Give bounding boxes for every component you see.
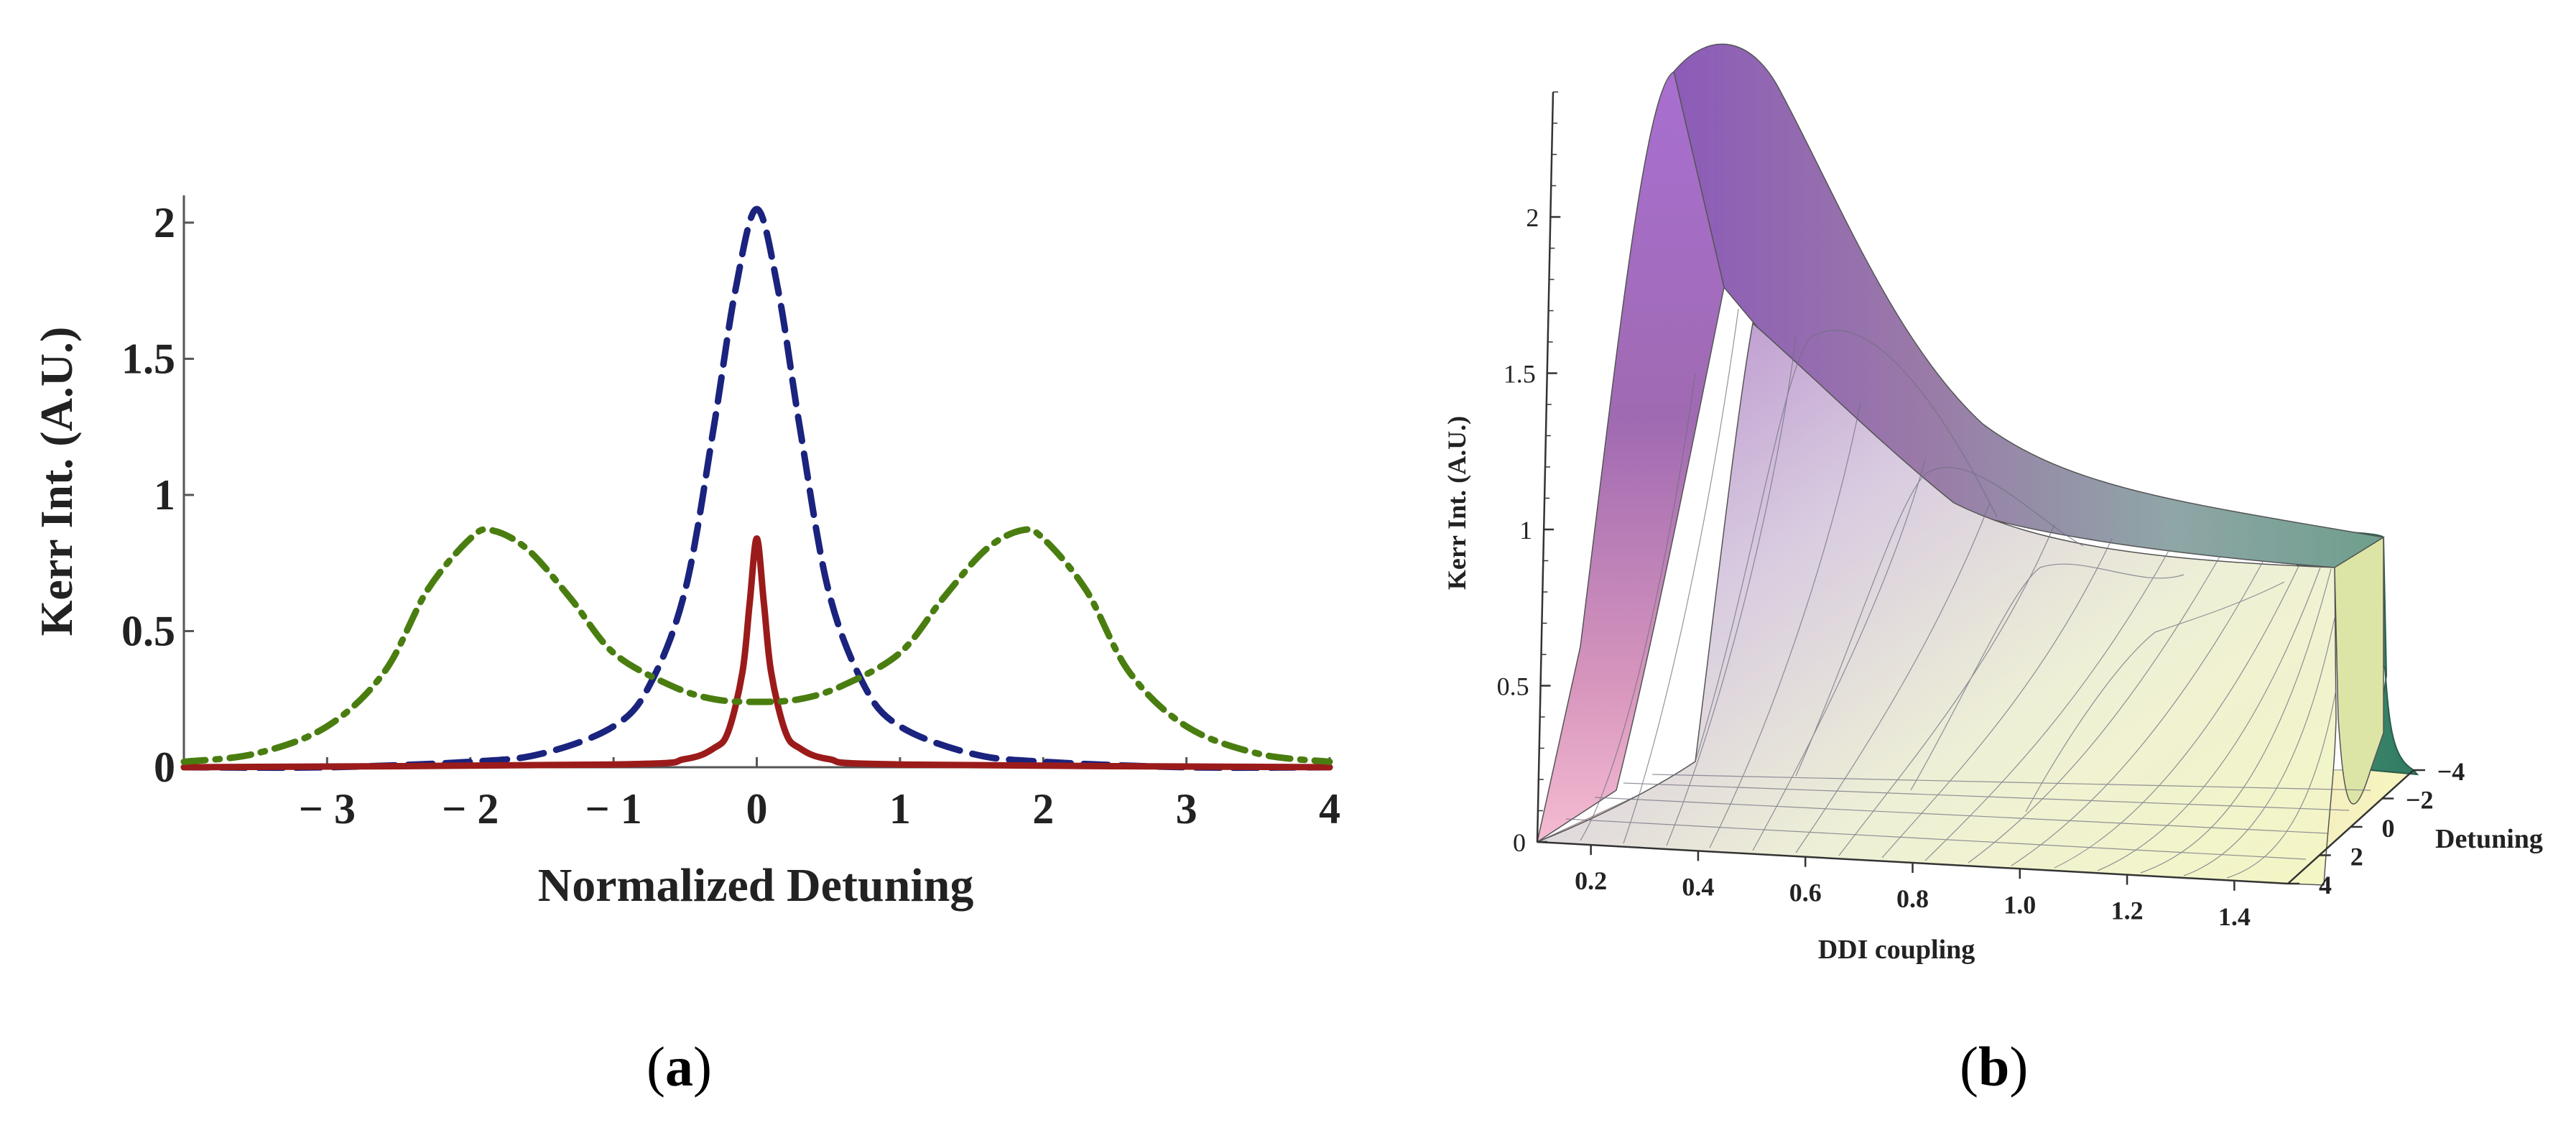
- panel-a-x-axis-label: Normalized Detuning: [538, 859, 974, 912]
- panel-a-x-tick-label: 1: [889, 785, 911, 833]
- panel-a-x-tick-label: 3: [1176, 785, 1197, 833]
- panel-b-surface-chart: 00.511.52 0.2 0.4 0.6 0.8 1.0 1.2 1.4 −4−2024 …: [1442, 43, 2543, 965]
- panel-a-x-tick-label: 2: [1032, 785, 1054, 833]
- panel-a-x-tick-label: − 3: [299, 785, 356, 833]
- panel-b-x-tick-label: 0.8: [1896, 884, 1929, 913]
- surface-right-edge: [2334, 536, 2384, 805]
- panel-b-y-tick-label: 0: [2382, 814, 2395, 843]
- panel-b-z-tick-label: 1: [1519, 516, 1532, 545]
- panel-b-z-tick-label: 2: [1526, 203, 1539, 232]
- panel-b-x-tick-label: 0.4: [1682, 872, 1714, 901]
- panel-a-x-tick-label: − 1: [585, 785, 642, 833]
- panel-b-z-tick-label: 1.5: [1504, 360, 1536, 389]
- panel-a-y-tick-label: 2: [154, 199, 175, 246]
- panel-b-z-axis-label: Kerr Int. (A.U.): [1442, 416, 1471, 590]
- panel-b-y-tick-label: −4: [2437, 757, 2465, 786]
- panel-b-x-axis-label: DDI coupling: [1818, 935, 1975, 965]
- panel-a-y-tick-label: 1.5: [121, 335, 175, 382]
- panel-b-y-tick-label: 4: [2319, 871, 2332, 899]
- panel-b-y-tick-label: 2: [2350, 843, 2363, 871]
- panel-b-x-tick-label: 0.2: [1575, 866, 1607, 895]
- panel-b-x-tick-label: 1.2: [2111, 897, 2144, 925]
- panel-b-z-tick-label: 0.5: [1497, 672, 1529, 701]
- surface-left-wall: [1536, 70, 1725, 843]
- panel-a-y-tick-label: 1: [154, 471, 175, 519]
- panel-b-z-tick-label: 0: [1513, 828, 1526, 857]
- panel-a-line-chart: − 3 − 2 − 1 0 1 2 3 4 0 0.5 1 1.5 2 Normalized Detu…: [31, 195, 1340, 912]
- caption-a: (a): [647, 1035, 712, 1098]
- panel-a-y-tick-label: 0.5: [121, 607, 175, 654]
- panel-b-y-axis-label: Detuning: [2435, 824, 2543, 854]
- panel-a-series-line: [180, 535, 1333, 771]
- panel-a-x-tick-label: 0: [746, 785, 768, 833]
- surface-mesh-grid: [1537, 308, 2371, 884]
- panel-b-x-tick-label: 1.4: [2218, 902, 2251, 931]
- panel-b-x-tick-label: 0.6: [1789, 879, 1822, 907]
- panel-a-x-tick-label: 4: [1319, 785, 1340, 833]
- panel-a-x-tick-label: − 2: [442, 785, 499, 833]
- caption-b: (b): [1960, 1035, 2029, 1098]
- panel-b-x-ticks: 0.2 0.4 0.6 0.8 1.0 1.2 1.4: [1575, 845, 2251, 931]
- panel-b-x-tick-label: 1.0: [2003, 890, 2036, 919]
- panel-b-z-ticks: 0 0.5 1 1.5 2: [1497, 91, 1561, 857]
- panel-a-series-line: [180, 526, 1333, 765]
- panel-b-y-ticks: −4−2 024: [2288, 757, 2465, 899]
- panel-a-y-axis-label: Kerr Int. (A.U.): [31, 327, 82, 636]
- panel-a-y-tick-label: 0: [154, 744, 175, 791]
- panel-a-series-line: [180, 205, 1333, 772]
- panel-a-series: [180, 205, 1333, 772]
- panel-b-y-tick-label: −2: [2406, 786, 2434, 815]
- panel-a-y-ticks: 0 0.5 1 1.5 2: [121, 199, 194, 791]
- panel-a-x-ticks: − 3 − 2 − 1 0 1 2 3 4: [299, 757, 1340, 833]
